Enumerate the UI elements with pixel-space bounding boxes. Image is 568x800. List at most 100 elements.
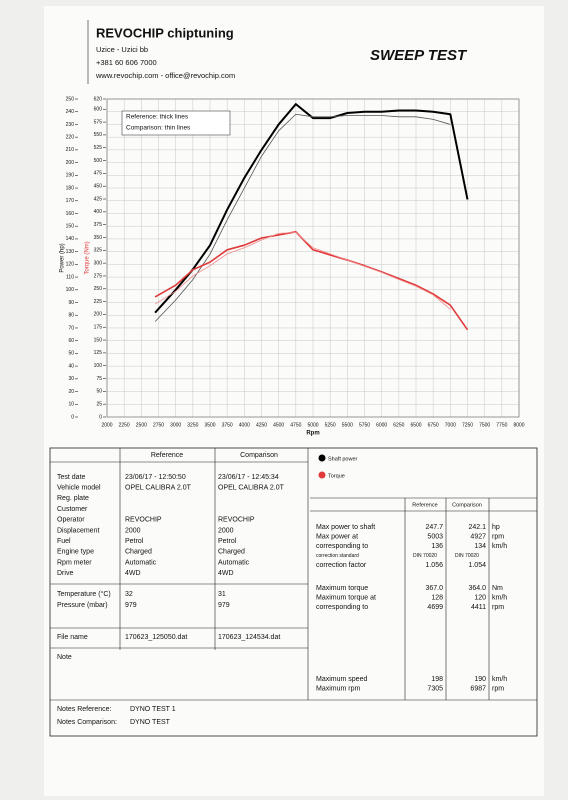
y2-tick-label: 475 — [94, 171, 103, 177]
cell: REVOCHIP — [125, 517, 162, 524]
y2-tick-label: 275 — [94, 273, 103, 279]
cell: Customer — [57, 506, 88, 513]
y-tick-label: 240 — [66, 109, 75, 115]
y2-tick-label: 25 — [96, 402, 102, 408]
result-value: DIN 70020 — [455, 553, 479, 559]
cell: Rpm meter — [57, 559, 92, 566]
y2-tick-label: 200 — [94, 312, 103, 318]
x-axis-label: Rpm — [306, 431, 319, 437]
result-label: Maximum rpm — [316, 685, 361, 692]
cell: 23/06/17 - 12:45:34 — [218, 474, 279, 481]
cell: Engine type — [57, 549, 94, 556]
cell: 170623_125050.dat — [125, 634, 187, 641]
x-tick-label: 3000 — [170, 422, 181, 428]
notes-value: DYNO TEST — [130, 719, 171, 726]
result-label: Maximum torque — [316, 585, 368, 592]
y2-tick-label: 600 — [94, 107, 103, 113]
cell: Charged — [125, 549, 152, 556]
result-label: corresponding to — [316, 543, 368, 550]
x-tick-label: 6250 — [393, 422, 404, 428]
result-unit: rpm — [492, 533, 504, 540]
result-value: 364.0 — [468, 585, 486, 592]
column-header: Comparison — [452, 502, 482, 508]
x-tick-label: 4500 — [273, 422, 284, 428]
legend-text: Torque — [328, 473, 345, 479]
result-value: 242.1 — [468, 524, 486, 531]
y-tick-label: 130 — [66, 249, 75, 255]
y-tick-label: 150 — [66, 224, 75, 230]
x-tick-label: 3250 — [187, 422, 198, 428]
cell: 2000 — [125, 527, 141, 534]
cell: Petrol — [218, 538, 237, 545]
series-line — [154, 103, 469, 314]
y2-axis-label: Torque (Nm) — [85, 241, 91, 274]
y-axis-label: Power (hp) — [60, 243, 66, 272]
y-tick-label: 210 — [66, 147, 75, 153]
x-tick-label: 4250 — [256, 422, 267, 428]
result-label: Maximum torque at — [316, 594, 376, 601]
x-tick-label: 6500 — [410, 422, 421, 428]
y2-tick-label: 325 — [94, 248, 103, 254]
notes-value: DYNO TEST 1 — [130, 706, 176, 713]
cell: Test date — [57, 474, 86, 481]
plot-frame — [106, 98, 520, 418]
y-tick-label: 70 — [68, 325, 74, 331]
y-tick-label: 250 — [66, 96, 75, 102]
cell: 170623_124534.dat — [218, 634, 280, 641]
y2-tick-label: 125 — [94, 350, 103, 356]
y2-tick-label: 550 — [94, 132, 103, 138]
x-tick-label: 7500 — [479, 422, 490, 428]
y-tick-label: 110 — [66, 274, 74, 280]
y-tick-label: 80 — [68, 313, 74, 319]
cell: Petrol — [125, 538, 144, 545]
x-tick-label: 5750 — [359, 422, 370, 428]
cell: File name — [57, 634, 88, 641]
cell: 4WD — [125, 570, 141, 577]
result-unit: Nm — [492, 585, 503, 592]
cell: 31 — [218, 591, 226, 598]
notes-label: Notes Reference: — [57, 706, 112, 713]
company: REVOCHIP chiptuning — [96, 25, 234, 40]
result-label: corresponding to — [316, 604, 368, 611]
cell: Operator — [57, 517, 85, 524]
y-tick-label: 200 — [66, 160, 75, 166]
y-tick-label: 120 — [66, 262, 75, 268]
result-unit: km/h — [492, 594, 507, 601]
y2-tick-label: 350 — [94, 235, 103, 241]
x-tick-label: 4750 — [290, 422, 301, 428]
result-value: 134 — [474, 543, 486, 550]
y-tick-label: 100 — [66, 287, 75, 293]
cell: Drive — [57, 570, 73, 577]
y-tick-label: 60 — [68, 338, 74, 344]
result-value: 4699 — [427, 604, 443, 611]
cell: Charged — [218, 549, 245, 556]
cell: Pressure (mbar) — [57, 602, 108, 609]
cell: 32 — [125, 591, 133, 598]
x-tick-label: 3750 — [222, 422, 233, 428]
result-value: 7305 — [427, 685, 443, 692]
result-value: 190 — [474, 676, 486, 683]
y2-tick-label: 175 — [94, 325, 103, 331]
result-value: 6987 — [470, 685, 486, 692]
result-unit: rpm — [492, 604, 504, 611]
y2-tick-label: 50 — [96, 389, 102, 395]
legend-text: Comparison: thin lines — [126, 125, 191, 132]
cell: Automatic — [218, 559, 250, 566]
column-header: Reference — [412, 502, 437, 508]
cell: Fuel — [57, 538, 71, 545]
result-value: 247.7 — [425, 524, 443, 531]
y-tick-label: 90 — [68, 300, 74, 306]
result-value: 120 — [474, 594, 486, 601]
cell: 23/06/17 - 12:50:50 — [125, 474, 186, 481]
series-line — [154, 231, 451, 310]
y-tick-label: 140 — [66, 236, 75, 242]
y-tick-label: 230 — [66, 122, 75, 128]
cell: OPEL CALIBRA 2.0T — [218, 485, 285, 492]
y2-tick-label: 225 — [94, 299, 103, 305]
result-label: Max power to shaft — [316, 524, 375, 531]
info-box: Reference Comparison Test date 23/06/17 - 1… — [49, 447, 538, 737]
result-value: 5003 — [427, 533, 443, 540]
result-unit: rpm — [492, 685, 504, 692]
legend-text: Shaft power — [328, 456, 358, 462]
